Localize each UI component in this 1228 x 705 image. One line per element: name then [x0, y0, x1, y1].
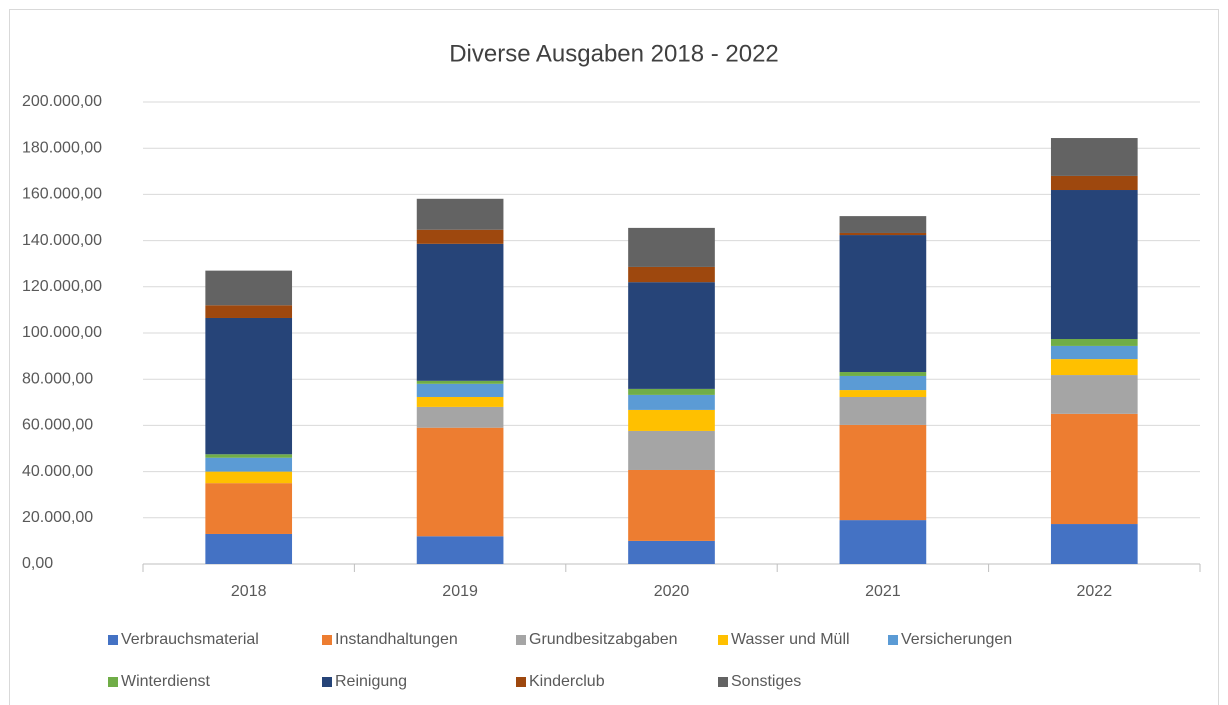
legend-swatch: [718, 677, 728, 687]
x-tick-label: 2021: [865, 583, 901, 600]
legend-label: Versicherungen: [901, 631, 1012, 648]
bar-segment: [416, 406, 504, 428]
bar-segment: [1050, 375, 1138, 414]
x-tick-label: 2018: [231, 583, 267, 600]
bar-segment: [1050, 190, 1138, 340]
bar-segment: [416, 243, 504, 381]
bar-segment: [205, 305, 293, 318]
legend-swatch: [516, 677, 526, 687]
legend-label: Wasser und Müll: [731, 631, 850, 648]
bar-segment: [205, 457, 293, 472]
bar-segment: [1050, 413, 1138, 525]
y-tick-label: 200.000,00: [22, 93, 102, 110]
bar-segment: [628, 430, 715, 470]
bar-segment: [628, 469, 715, 541]
legend-label: Kinderclub: [529, 673, 605, 690]
bar-segment: [1050, 138, 1138, 176]
bar-segment: [628, 388, 715, 395]
y-tick-label: 120.000,00: [22, 278, 102, 295]
x-tick-label: 2020: [654, 583, 690, 600]
bar-segment: [628, 409, 715, 431]
legend-swatch: [108, 677, 118, 687]
y-tick-label: 20.000,00: [22, 509, 93, 526]
bar-segment: [416, 380, 504, 384]
y-tick-label: 160.000,00: [22, 186, 102, 203]
bar-segment: [628, 266, 715, 283]
bar-segment: [416, 383, 504, 397]
bar-segment: [628, 282, 715, 389]
bar-segment: [628, 227, 715, 267]
legend-label: Verbrauchsmaterial: [121, 631, 259, 648]
y-tick-label: 80.000,00: [22, 370, 93, 387]
bar-segment: [205, 270, 293, 306]
bar-segment: [839, 235, 927, 373]
legend-swatch: [108, 635, 118, 645]
bar-segment: [205, 317, 293, 455]
bar-segment: [839, 390, 927, 397]
legend-swatch: [516, 635, 526, 645]
y-tick-label: 140.000,00: [22, 232, 102, 249]
y-tick-label: 60.000,00: [22, 417, 93, 434]
bar-segment: [1050, 175, 1138, 191]
y-tick-label: 0,00: [22, 555, 53, 572]
bar-segment: [1050, 339, 1138, 346]
x-tick-label: 2022: [1077, 583, 1113, 600]
legend-swatch: [322, 635, 332, 645]
y-tick-label: 40.000,00: [22, 463, 93, 480]
legend-label: Instandhaltungen: [335, 631, 458, 648]
bar-segment: [416, 427, 504, 537]
bar-segment: [839, 375, 927, 391]
bar-segment: [1050, 524, 1138, 564]
legend-label: Reinigung: [335, 673, 407, 690]
chart-title: Diverse Ausgaben 2018 - 2022: [449, 40, 779, 67]
bar-segment: [205, 533, 293, 564]
y-tick-label: 180.000,00: [22, 139, 102, 156]
chart-frame: [9, 9, 1219, 705]
legend-label: Grundbesitzabgaben: [529, 631, 678, 648]
legend-label: Sonstiges: [731, 673, 801, 690]
bar-segment: [839, 232, 927, 236]
bar-segment: [1050, 359, 1138, 376]
bar-segment: [416, 198, 504, 230]
bar-segment: [628, 394, 715, 410]
bar-segment: [1050, 345, 1138, 360]
bar-segment: [205, 471, 293, 484]
bar-segment: [839, 396, 927, 425]
bar-segment: [416, 536, 504, 564]
bar-segment: [416, 396, 504, 407]
bar-segment: [205, 454, 293, 458]
legend-swatch: [888, 635, 898, 645]
legend-label: Winterdienst: [121, 673, 210, 690]
bar-segment: [839, 216, 927, 233]
bar-segment: [839, 372, 927, 376]
y-tick-label: 100.000,00: [22, 324, 102, 341]
bar-segment: [839, 424, 927, 521]
legend-swatch: [322, 677, 332, 687]
bar-segment: [839, 520, 927, 564]
bar-segment: [205, 483, 293, 534]
x-tick-label: 2019: [442, 583, 478, 600]
bar-segment: [628, 540, 715, 564]
bar-segment: [416, 229, 504, 244]
legend-swatch: [718, 635, 728, 645]
